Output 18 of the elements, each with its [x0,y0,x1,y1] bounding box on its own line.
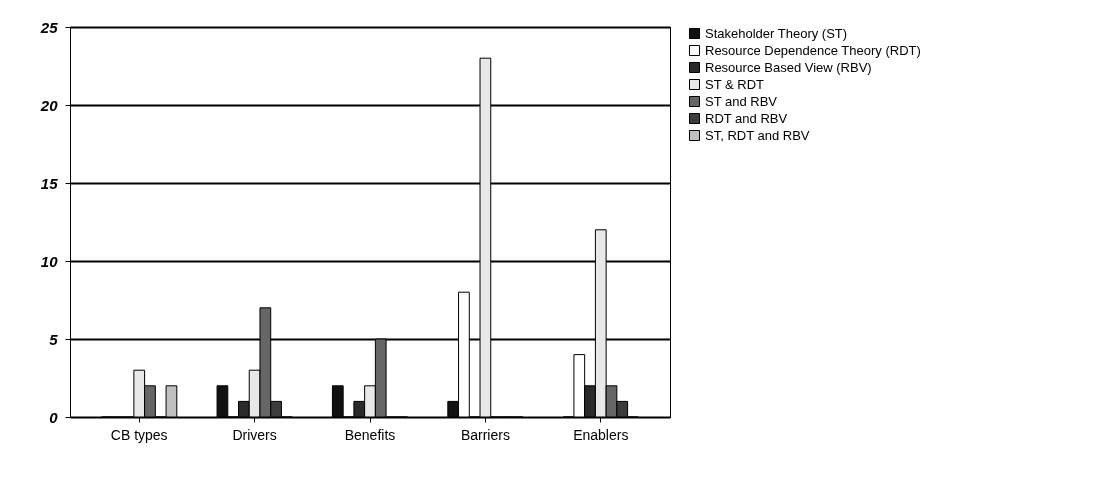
y-tick-label: 0 [49,408,59,426]
x-tick-label: CB types [110,426,168,443]
legend-label: Resource Based View (RBV) [705,59,872,75]
legend-label: Resource Dependence Theory (RDT) [705,42,921,58]
x-tick-label: Enablers [573,426,629,443]
x-tick-label: Benefits [344,426,396,443]
legend-label: RDT and RBV [705,110,788,126]
y-tick-label: 10 [40,252,59,270]
y-tick-label: 5 [49,330,59,348]
y-tick-label: 15 [40,174,59,192]
x-tick-label: Barriers [460,426,510,443]
legend-label: ST and RBV [705,93,778,109]
y-tick-label: 20 [39,96,59,114]
x-tick-label: Drivers [232,426,277,443]
legend-label: ST, RDT and RBV [705,127,810,143]
legend-label: Stakeholder Theory (ST) [705,25,848,41]
y-tick-label: 25 [39,18,59,36]
legend-label: ST & RDT [705,76,765,92]
